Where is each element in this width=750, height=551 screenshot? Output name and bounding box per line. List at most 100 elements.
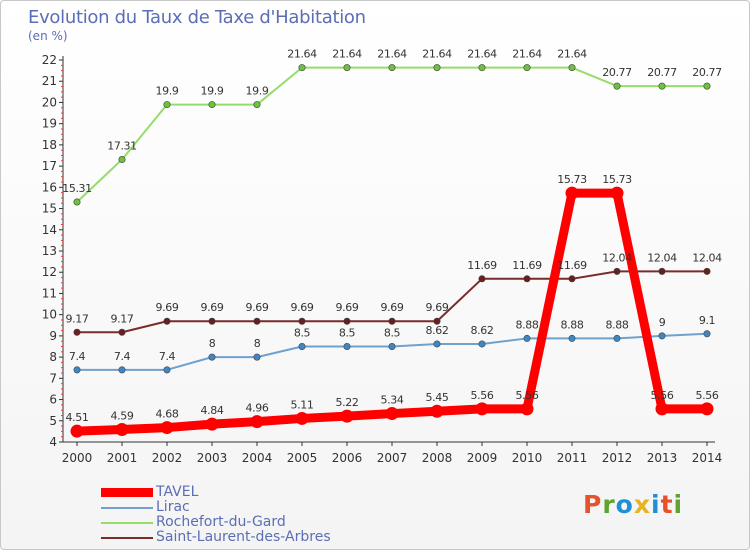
data-point <box>703 267 711 275</box>
x-tick-label: 2003 <box>197 451 228 465</box>
data-label: 9.69 <box>156 301 179 314</box>
data-label: 7.4 <box>159 350 176 363</box>
data-point <box>253 353 261 361</box>
data-point <box>343 64 351 72</box>
data-point <box>523 334 531 342</box>
x-tick-label: 2006 <box>332 451 363 465</box>
x-tick-label: 2000 <box>62 451 93 465</box>
data-point <box>73 328 81 336</box>
chart-title: Evolution du Taux de Taxe d'Habitation <box>28 7 366 28</box>
data-label: 4.68 <box>156 408 179 421</box>
data-label: 9.69 <box>291 301 314 314</box>
data-label: 5.11 <box>291 398 314 411</box>
data-label: 19.9 <box>246 85 269 98</box>
y-tick-label: 20 <box>42 95 57 109</box>
data-point <box>208 353 216 361</box>
data-point <box>208 317 216 325</box>
data-label: 21.64 <box>332 48 362 61</box>
y-tick-label: 22 <box>42 53 57 67</box>
data-label: 4.96 <box>246 402 269 415</box>
data-label: 5.34 <box>381 394 404 407</box>
data-point <box>70 424 84 438</box>
x-tick-label: 2012 <box>602 451 633 465</box>
x-tick-label: 2010 <box>512 451 543 465</box>
data-label: 8.62 <box>471 324 494 337</box>
data-point <box>430 404 444 418</box>
data-label: 15.73 <box>557 173 587 186</box>
y-tick-label: 8 <box>49 350 57 364</box>
data-point <box>250 415 264 429</box>
data-point <box>613 334 621 342</box>
x-tick-label: 2014 <box>692 451 723 465</box>
data-point <box>565 186 579 200</box>
data-label: 21.64 <box>557 48 587 61</box>
data-point <box>655 402 669 416</box>
data-label: 5.56 <box>696 389 719 402</box>
legend-label: Lirac <box>156 499 190 515</box>
x-tick-label: 2007 <box>377 451 408 465</box>
data-label: 21.64 <box>467 48 497 61</box>
legend-swatch <box>101 522 153 524</box>
y-tick-label: 13 <box>42 244 57 258</box>
data-label: 4.51 <box>66 411 89 424</box>
x-tick-label: 2008 <box>422 451 453 465</box>
x-tick-label: 2002 <box>152 451 183 465</box>
y-tick-label: 4 <box>49 435 57 449</box>
data-point <box>568 275 576 283</box>
data-label: 19.9 <box>201 85 224 98</box>
data-point <box>388 317 396 325</box>
data-label: 5.56 <box>471 389 494 402</box>
data-point <box>478 275 486 283</box>
x-tick-label: 2011 <box>557 451 588 465</box>
data-point <box>73 198 81 206</box>
x-tick-label: 2009 <box>467 451 498 465</box>
data-label: 8.88 <box>606 318 629 331</box>
data-point <box>340 409 354 423</box>
data-label: 5.45 <box>426 391 449 404</box>
data-label: 19.9 <box>156 85 179 98</box>
chart-subtitle: (en %) <box>28 29 68 43</box>
data-label: 11.69 <box>467 259 497 272</box>
data-point <box>520 402 534 416</box>
data-point <box>523 275 531 283</box>
y-tick-label: 6 <box>49 393 57 407</box>
data-label: 9 <box>659 316 666 329</box>
legend-swatch <box>101 488 153 497</box>
data-point <box>658 82 666 90</box>
x-tick-label: 2013 <box>647 451 678 465</box>
data-point <box>613 82 621 90</box>
legend-label: Rochefort-du-Gard <box>156 514 286 530</box>
data-point <box>298 317 306 325</box>
data-label: 4.59 <box>111 409 134 422</box>
y-tick-label: 11 <box>42 286 57 300</box>
data-label: 9.17 <box>66 312 89 325</box>
data-label: 8.88 <box>516 318 539 331</box>
data-label: 12.04 <box>692 251 722 264</box>
data-label: 11.69 <box>557 259 587 272</box>
x-tick-label: 2004 <box>242 451 273 465</box>
data-label: 8.5 <box>339 327 356 340</box>
data-point <box>118 328 126 336</box>
y-tick-label: 15 <box>42 202 57 216</box>
data-point <box>475 402 489 416</box>
data-label: 21.64 <box>287 48 317 61</box>
data-point <box>253 317 261 325</box>
data-label: 7.4 <box>114 350 131 363</box>
data-label: 8.5 <box>294 327 311 340</box>
proxiti-logo: Proxiti <box>583 490 684 519</box>
data-label: 9.69 <box>381 301 404 314</box>
data-point <box>610 186 624 200</box>
legend-swatch <box>101 537 153 539</box>
data-label: 21.64 <box>422 48 452 61</box>
data-label: 15.73 <box>602 173 632 186</box>
data-point <box>205 417 219 431</box>
data-label: 5.56 <box>516 389 539 402</box>
data-point <box>433 317 441 325</box>
y-tick-label: 18 <box>42 138 57 152</box>
data-label: 8.5 <box>384 327 401 340</box>
data-label: 20.77 <box>602 66 632 79</box>
y-tick-label: 10 <box>42 308 57 322</box>
data-point <box>118 366 126 374</box>
